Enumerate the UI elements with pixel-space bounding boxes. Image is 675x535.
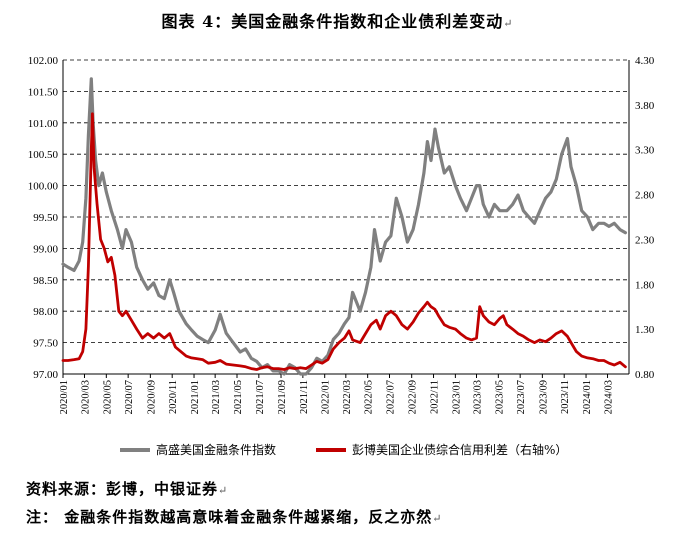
chart-title: 图表 4：美国金融条件指数和企业债利差变动↵ [0, 8, 675, 32]
x-tick-label: 2020/11 [168, 380, 179, 414]
series-line-bbg-spread [61, 112, 627, 371]
y-right-tick-label: 2.30 [635, 234, 655, 246]
x-tick-label: 2023/09 [538, 380, 549, 414]
chart-title-text: 图表 4：美国金融条件指数和企业债利差变动 [161, 12, 504, 31]
y-right-tick-label: 3.80 [635, 100, 655, 112]
x-tick-label: 2021/03 [211, 380, 222, 414]
source-text: 资料来源：彭博，中银证券 [26, 480, 219, 498]
y-left-tick-label: 99.00 [33, 243, 58, 255]
x-tick-label: 2022/05 [364, 380, 375, 414]
x-tick-label: 2023/03 [472, 380, 483, 414]
y-left-tick-label: 101.50 [28, 86, 59, 98]
chart-area: 97.00 97.50 98.00 98.50 99.00 99.50 100.00 100.… [28, 55, 655, 414]
footnote-text: 注： 金融条件指数越高意味着金融条件越紧缩，反之亦然 [26, 508, 433, 526]
x-tick-label: 2022/09 [408, 380, 419, 414]
legend-swatch-gray [120, 447, 150, 452]
x-tick-label: 2022/07 [385, 380, 396, 414]
paragraph-mark: ↵ [432, 512, 443, 525]
paragraph-mark: ↵ [503, 17, 514, 30]
y-left-tick-label: 100.50 [28, 149, 59, 161]
legend-swatch-red [316, 447, 346, 452]
y-right-tick-label: 0.80 [635, 369, 655, 381]
x-tick-label: 2020/01 [59, 380, 70, 414]
legend-item-gs-fci: 高盛美国金融条件指数 [120, 441, 276, 458]
y-left-tick-label: 97.00 [33, 369, 58, 381]
x-tick-label: 2023/05 [494, 380, 505, 414]
x-tick-label: 2021/01 [190, 380, 201, 414]
y-left-tick-label: 101.00 [28, 118, 59, 130]
x-tick-label: 2020/09 [146, 380, 157, 414]
source-note: 资料来源：彭博，中银证券↵ [26, 478, 228, 499]
y-left-tick-label: 102.00 [28, 55, 59, 67]
x-tick-label: 2023/07 [516, 380, 527, 414]
x-tick-label: 2022/01 [321, 380, 332, 414]
x-tick-label: 2020/05 [102, 380, 113, 414]
x-tick-label: 2021/11 [299, 380, 310, 414]
x-tick-label: 2021/05 [233, 380, 244, 414]
x-tick-label: 2024/01 [582, 380, 593, 414]
y-right-tick-label: 4.30 [635, 55, 655, 67]
footnote: 注： 金融条件指数越高意味着金融条件越紧缩，反之亦然↵ [26, 506, 442, 527]
x-tick-label: 2022/11 [430, 380, 441, 414]
y-right-tick-label: 3.30 [635, 145, 655, 157]
x-tick-label: 2022/03 [342, 380, 353, 414]
legend-label-gs-fci: 高盛美国金融条件指数 [156, 443, 277, 457]
y-right-tick-label: 1.30 [635, 324, 655, 336]
y-left-tick-label: 100.00 [28, 181, 59, 193]
y-right-tick-label: 2.80 [635, 190, 655, 202]
x-tick-label: 2023/01 [451, 380, 462, 414]
x-tick-label: 2020/07 [124, 380, 135, 414]
y-left-tick-label: 98.00 [33, 306, 58, 318]
legend-item-bbg-spread: 彭博美国企业债综合信用利差（右轴%） [316, 441, 567, 458]
x-tick-label: 2020/03 [80, 380, 91, 414]
series-line-gs-fci [61, 77, 627, 376]
y-right-tick-label: 1.80 [635, 279, 655, 291]
x-tick-label: 2023/11 [560, 380, 571, 414]
y-left-tick-label: 99.50 [33, 212, 58, 224]
x-tick-label: 2021/09 [277, 380, 288, 414]
y-left-tick-label: 97.50 [33, 338, 58, 350]
chart-legend: 高盛美国金融条件指数 彭博美国企业债综合信用利差（右轴%） [0, 441, 675, 461]
x-tick-label: 2024/03 [604, 380, 615, 414]
x-tick-label: 2021/07 [255, 380, 266, 414]
paragraph-mark: ↵ [218, 484, 229, 497]
legend-label-bbg-spread: 彭博美国企业债综合信用利差（右轴%） [352, 443, 568, 457]
y-left-tick-label: 98.50 [33, 275, 58, 287]
